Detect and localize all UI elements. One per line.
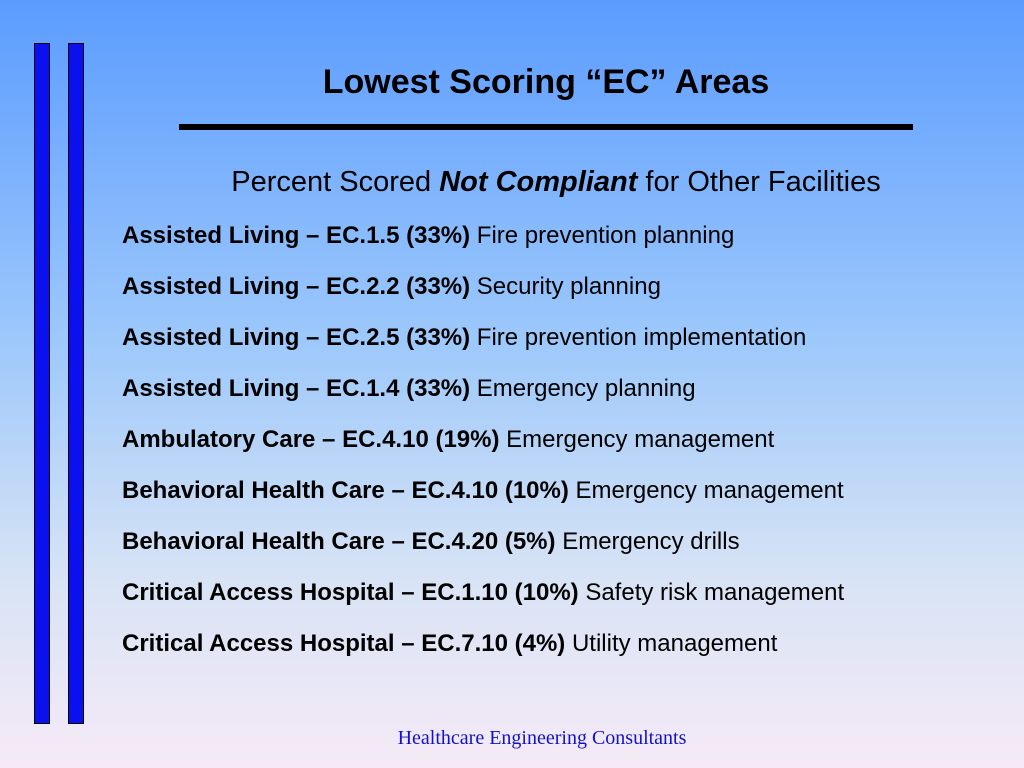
item-description: Emergency management: [506, 426, 775, 453]
list-item: Assisted Living – EC.2.5 (33%) Fire prev…: [122, 320, 844, 371]
item-description: Safety risk management: [585, 579, 845, 606]
subtitle-emphasis: Not Compliant: [439, 166, 638, 198]
slide-title: Lowest Scoring “EC” Areas: [322, 63, 770, 101]
item-description: Fire prevention planning: [476, 222, 735, 249]
right-decorative-bar: [68, 43, 84, 724]
list-item: Assisted Living – EC.2.2 (33%) Security …: [122, 269, 844, 320]
item-code: Behavioral Health Care – EC.4.10 (10%): [122, 477, 569, 504]
list-item: Ambulatory Care – EC.4.10 (19%) Emergenc…: [122, 422, 844, 473]
list-item: Critical Access Hospital – EC.1.10 (10%)…: [122, 575, 844, 626]
list-item: Behavioral Health Care – EC.4.20 (5%) Em…: [122, 524, 844, 575]
title-underline-rule: [179, 124, 913, 130]
subtitle-prefix: Percent Scored: [231, 166, 440, 198]
list-item: Critical Access Hospital – EC.7.10 (4%) …: [122, 626, 844, 677]
item-description: Security planning: [476, 273, 661, 300]
item-code: Ambulatory Care – EC.4.10 (19%): [122, 426, 500, 453]
item-description: Fire prevention implementation: [476, 324, 807, 351]
item-code: Critical Access Hospital – EC.7.10 (4%): [122, 630, 566, 657]
subtitle-suffix: for Other Facilities: [637, 166, 881, 198]
footer-company-name: Healthcare Engineering Consultants: [397, 727, 687, 749]
item-description: Emergency planning: [476, 375, 696, 402]
ec-areas-list: Assisted Living – EC.1.5 (33%) Fire prev…: [122, 218, 844, 677]
item-code: Assisted Living – EC.2.5 (33%): [122, 324, 471, 351]
item-description: Emergency drills: [562, 528, 740, 555]
item-description: Emergency management: [575, 477, 844, 504]
list-item: Assisted Living – EC.1.5 (33%) Fire prev…: [122, 218, 844, 269]
item-code: Assisted Living – EC.1.5 (33%): [122, 222, 471, 249]
item-code: Assisted Living – EC.2.2 (33%): [122, 273, 471, 300]
item-code: Assisted Living – EC.1.4 (33%): [122, 375, 471, 402]
list-item: Behavioral Health Care – EC.4.10 (10%) E…: [122, 473, 844, 524]
left-decorative-bar: [34, 43, 50, 724]
slide-subtitle: Percent Scored Not Compliant for Other F…: [122, 164, 990, 200]
item-description: Utility management: [571, 630, 778, 657]
item-code: Behavioral Health Care – EC.4.20 (5%): [122, 528, 556, 555]
item-code: Critical Access Hospital – EC.1.10 (10%): [122, 579, 579, 606]
list-item: Assisted Living – EC.1.4 (33%) Emergency…: [122, 371, 844, 422]
